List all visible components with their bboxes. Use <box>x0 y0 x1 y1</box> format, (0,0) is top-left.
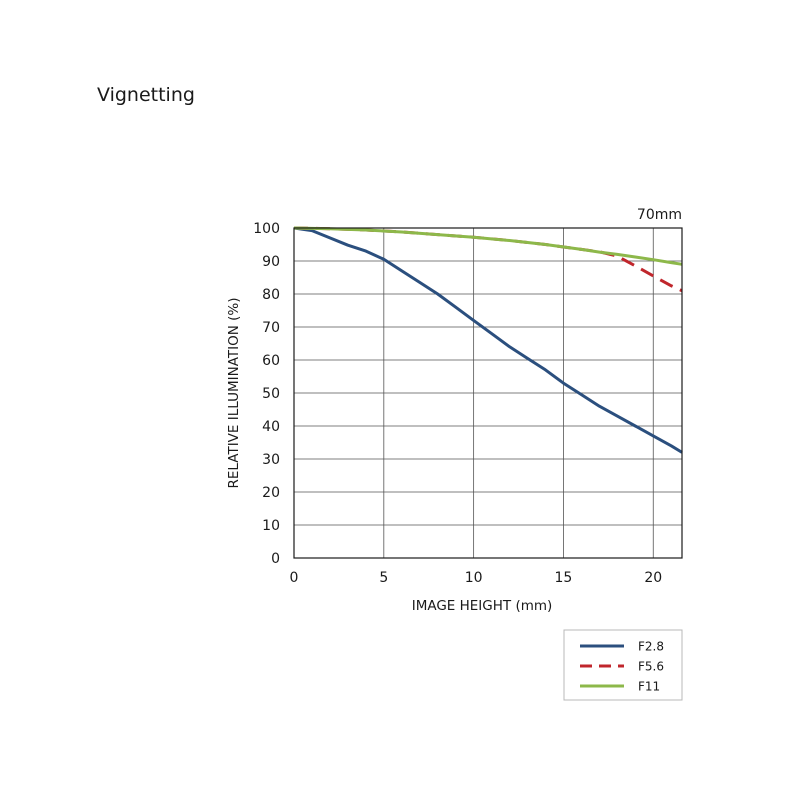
y-tick-label: 100 <box>253 221 280 237</box>
series-line-f2-8 <box>293 226 683 454</box>
y-tick-label: 70 <box>262 320 280 336</box>
y-tick-label: 30 <box>262 452 280 468</box>
x-tick-label: 5 <box>379 570 388 586</box>
y-tick-label: 0 <box>271 551 280 567</box>
y-tick-label: 40 <box>262 419 280 435</box>
series-lines <box>293 226 683 454</box>
legend-label: F5.6 <box>638 660 664 674</box>
y-tick-label: 60 <box>262 353 280 369</box>
legend-label: F11 <box>638 680 660 694</box>
y-tick-label: 80 <box>262 287 280 303</box>
y-tick-labels: 0 10 20 30 40 50 60 70 80 90 100 <box>253 221 280 567</box>
x-axis-label: IMAGE HEIGHT (mm) <box>412 598 553 614</box>
series-line-f11 <box>293 226 683 266</box>
page-title: Vignetting <box>97 84 195 106</box>
y-tick-label: 90 <box>262 254 280 270</box>
y-tick-label: 50 <box>262 386 280 402</box>
chart-subtitle: 70mm <box>637 207 682 223</box>
plot-frame <box>293 227 683 559</box>
x-tick-label: 15 <box>555 570 573 586</box>
y-axis-label: RELATIVE ILLUMINATION (%) <box>226 298 242 489</box>
x-tick-label: 20 <box>644 570 662 586</box>
x-tick-label: 0 <box>290 570 299 586</box>
x-tick-labels: 0 5 10 15 20 <box>290 570 663 586</box>
y-tick-label: 20 <box>262 485 280 501</box>
y-tick-label: 10 <box>262 518 280 534</box>
legend-label: F2.8 <box>638 640 664 654</box>
legend: F2.8 F5.6 F11 <box>563 629 683 701</box>
grid-lines <box>293 227 682 559</box>
x-tick-label: 10 <box>465 570 483 586</box>
